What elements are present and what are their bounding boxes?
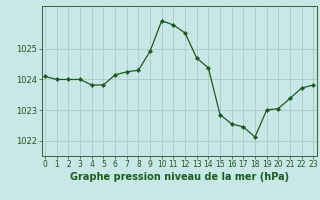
- X-axis label: Graphe pression niveau de la mer (hPa): Graphe pression niveau de la mer (hPa): [70, 172, 289, 182]
